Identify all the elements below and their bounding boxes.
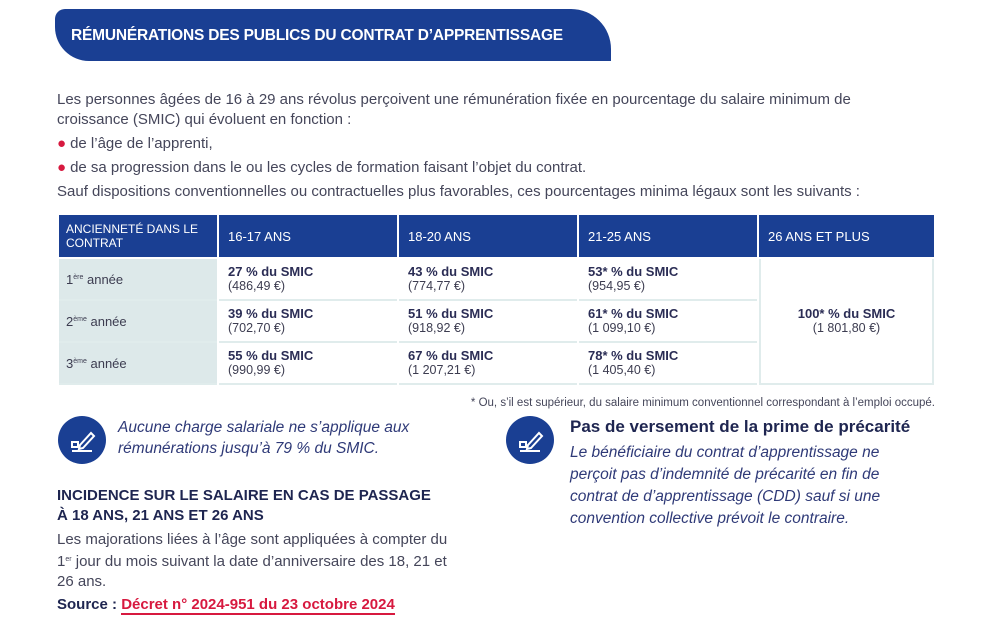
bullet-text: de l’âge de l’apprenti, (70, 135, 213, 152)
table-cell-merged: 100* % du SMIC (1 801,80 €) (759, 259, 934, 385)
intro-line-2: croissance (SMIC) qui évoluent en foncti… (57, 111, 352, 128)
pencil-sign-icon (58, 416, 106, 464)
table-cell: 61* % du SMIC (1 099,10 €) (579, 301, 757, 343)
column-header: 18-20 ANS (399, 215, 577, 259)
note-right-title: Pas de versement de la prime de précarit… (570, 417, 911, 436)
table-header-row: ANCIENNETÉ DANS LE CONTRAT 16-17 ANS 18-… (59, 215, 934, 259)
row-label: 2ème année (59, 301, 217, 343)
source-link[interactable]: Décret n° 2024-951 du 23 octobre 2024 (121, 596, 395, 615)
column-header: ANCIENNETÉ DANS LE CONTRAT (59, 215, 217, 259)
table-cell: 67 % du SMIC (1 207,21 €) (399, 343, 577, 385)
incidence-text: Les majorations liées à l’âge sont appli… (57, 531, 448, 590)
table-cell: 51 % du SMIC (918,92 €) (399, 301, 577, 343)
column-header: 21-25 ANS (579, 215, 757, 259)
bullet-item: ● de sa progression dans le ou les cycles… (57, 158, 586, 178)
source-label: Source : (57, 596, 118, 613)
row-label: 1ère année (59, 259, 217, 301)
table-cell: 55 % du SMIC (990,99 €) (219, 343, 397, 385)
remuneration-table: ANCIENNETÉ DANS LE CONTRAT 16-17 ANS 18-… (57, 215, 936, 385)
note-right-text: Le bénéficiaire du contrat d’apprentissa… (570, 444, 881, 527)
table-cell: 78* % du SMIC (1 405,40 €) (579, 343, 757, 385)
table-cell: 27 % du SMIC (486,49 €) (219, 259, 397, 301)
table-cell: 53* % du SMIC (954,95 €) (579, 259, 757, 301)
intro-line-3: Sauf dispositions conventionnelles ou co… (57, 183, 860, 200)
table-cell: 43 % du SMIC (774,77 €) (399, 259, 577, 301)
source: Source : Décret n° 2024-951 du 23 octobr… (57, 596, 395, 615)
bullet-icon: ● (57, 159, 67, 176)
row-label: 3ème année (59, 343, 217, 385)
column-header: 26 ANS ET PLUS (759, 215, 934, 259)
bullet-text: de sa progression dans le ou les cycles … (70, 159, 587, 176)
incidence-title: INCIDENCE SUR LE SALAIRE EN CAS DE PASSA… (57, 487, 431, 524)
bullet-item: ● de l’âge de l’apprenti, (57, 134, 213, 154)
table-row: 1ère année 27 % du SMIC (486,49 €) 43 % d… (59, 259, 934, 385)
table-row: 3ème année 55 % du SMIC (990,99 €) 67 % d… (59, 343, 934, 385)
table-row: 2ème année 39 % du SMIC (702,70 €) 51 % d… (59, 301, 934, 343)
note-left-text: Aucune charge salariale ne s’applique au… (118, 419, 410, 457)
pencil-sign-icon (506, 416, 554, 464)
table-cell: 39 % du SMIC (702,70 €) (219, 301, 397, 343)
section-title: RÉMUNÉRATIONS DES PUBLICS DU CONTRAT D’A… (71, 27, 563, 44)
footnote: * Ou, s’il est supérieur, du salaire min… (470, 397, 935, 409)
column-header: 16-17 ANS (219, 215, 397, 259)
section-title-banner: RÉMUNÉRATIONS DES PUBLICS DU CONTRAT D’A… (55, 9, 611, 61)
bullet-icon: ● (57, 135, 67, 152)
intro-line-1: Les personnes âgées de 16 à 29 ans révol… (57, 91, 851, 108)
